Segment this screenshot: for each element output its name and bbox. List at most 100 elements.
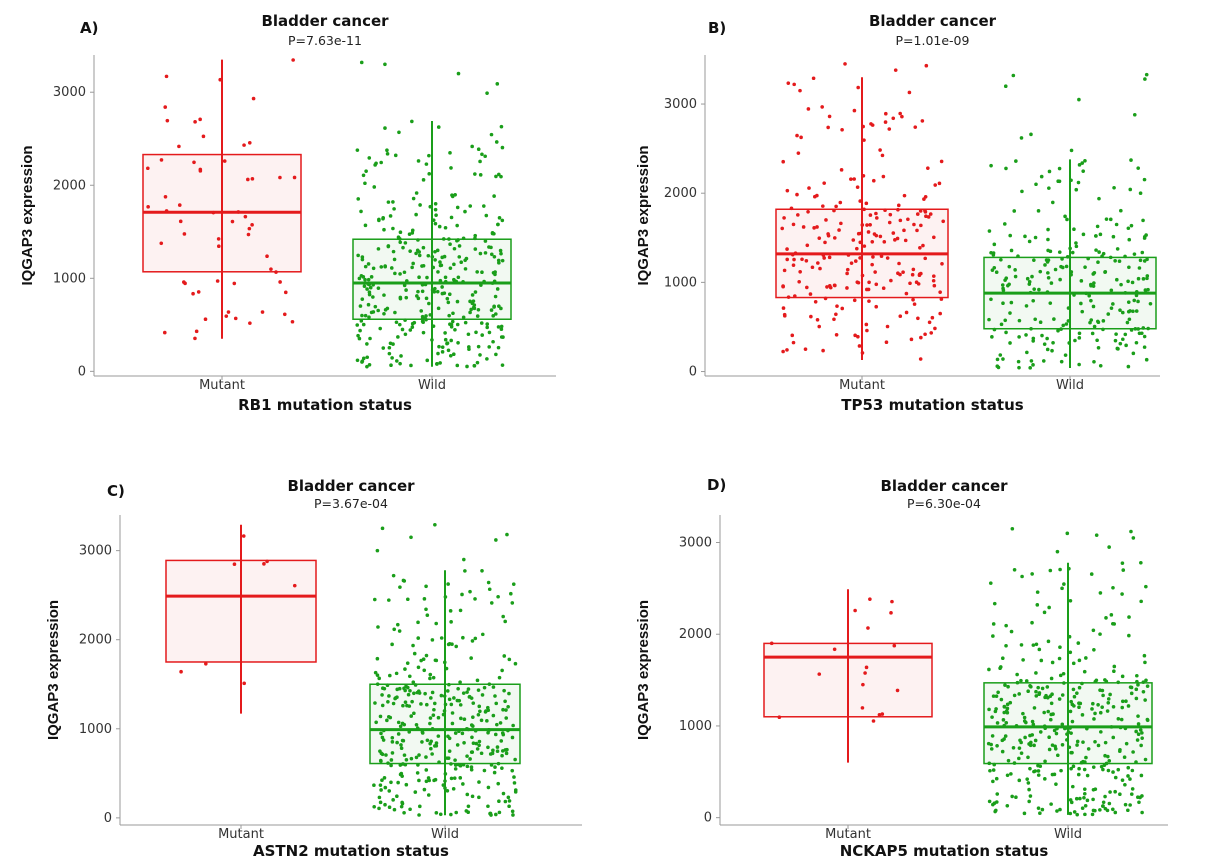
data-point <box>505 532 509 537</box>
data-point <box>385 718 389 723</box>
data-point <box>164 209 169 213</box>
data-point <box>477 739 482 744</box>
data-point <box>1030 274 1034 279</box>
data-point <box>1112 622 1116 626</box>
data-point <box>860 223 865 227</box>
data-point <box>382 311 386 316</box>
data-point <box>416 238 420 242</box>
data-point <box>1031 643 1036 647</box>
data-point <box>1091 797 1095 802</box>
data-point <box>864 665 869 670</box>
data-point <box>487 245 491 249</box>
data-point <box>416 289 420 294</box>
data-point <box>390 642 394 647</box>
data-point <box>1055 753 1060 758</box>
data-point <box>387 805 392 810</box>
data-point <box>1126 774 1130 778</box>
x-tick-label: Wild <box>1054 827 1082 842</box>
data-point <box>803 347 808 351</box>
data-point <box>1069 699 1073 704</box>
data-point <box>358 328 362 333</box>
data-point <box>1068 598 1073 603</box>
data-point <box>1005 702 1010 707</box>
data-point <box>893 238 897 242</box>
data-point <box>375 548 380 553</box>
data-point <box>1011 73 1016 78</box>
data-point <box>1103 740 1108 745</box>
data-point <box>464 256 469 261</box>
data-point <box>1075 743 1079 747</box>
data-point <box>392 257 397 262</box>
data-point <box>473 247 478 251</box>
data-point <box>512 781 517 785</box>
data-point <box>1001 357 1005 361</box>
data-point <box>461 691 466 695</box>
data-point <box>1004 276 1009 280</box>
data-point <box>1126 364 1131 369</box>
data-point <box>385 306 390 311</box>
data-point <box>493 272 497 277</box>
data-point <box>469 765 474 769</box>
data-point <box>387 789 392 793</box>
data-point <box>460 731 465 736</box>
data-point <box>860 706 865 710</box>
data-point <box>216 244 221 249</box>
data-point <box>451 311 455 316</box>
data-point <box>1065 732 1069 736</box>
data-point <box>875 216 879 220</box>
data-point <box>448 353 453 358</box>
data-point <box>417 253 422 258</box>
data-point <box>1119 717 1124 722</box>
data-point <box>1144 72 1149 77</box>
data-point <box>363 277 367 282</box>
data-point <box>461 315 466 320</box>
data-point <box>1142 236 1147 240</box>
data-point <box>503 748 508 752</box>
x-tick-label: Mutant <box>218 827 264 842</box>
data-point <box>375 682 380 686</box>
data-point <box>1085 773 1090 778</box>
data-point <box>436 306 441 311</box>
data-point <box>989 163 993 168</box>
data-point <box>932 283 937 288</box>
data-point <box>473 728 478 733</box>
data-point <box>1077 701 1081 706</box>
data-point <box>1017 318 1022 323</box>
data-point <box>1098 688 1102 692</box>
data-point <box>1101 804 1105 808</box>
data-point <box>1017 335 1021 339</box>
data-point <box>242 143 246 147</box>
data-point <box>1048 249 1053 254</box>
data-point <box>921 243 925 248</box>
data-point <box>216 237 221 241</box>
data-point <box>376 247 381 251</box>
data-point <box>454 644 459 649</box>
data-point <box>475 314 480 318</box>
data-point <box>424 702 429 707</box>
data-point <box>451 787 456 791</box>
data-point <box>449 338 453 343</box>
data-point <box>443 772 448 776</box>
data-point <box>920 119 925 123</box>
data-point <box>501 707 505 712</box>
data-point <box>503 619 507 624</box>
data-point <box>826 125 830 130</box>
data-point <box>382 227 386 232</box>
data-point <box>1052 728 1057 733</box>
data-point <box>1060 257 1064 261</box>
data-point <box>465 364 469 369</box>
data-point <box>488 811 492 816</box>
data-point <box>405 703 409 708</box>
y-axis-title: IQGAP3 expression <box>635 600 652 740</box>
data-point <box>379 160 383 165</box>
data-point <box>1101 693 1105 698</box>
data-point <box>792 82 796 87</box>
data-point <box>1046 237 1050 242</box>
data-point <box>1077 331 1082 336</box>
data-point <box>1138 795 1142 800</box>
data-point <box>1077 685 1082 690</box>
data-point <box>401 703 405 708</box>
data-point <box>396 720 401 725</box>
data-point <box>994 776 999 781</box>
data-point <box>1132 298 1137 303</box>
